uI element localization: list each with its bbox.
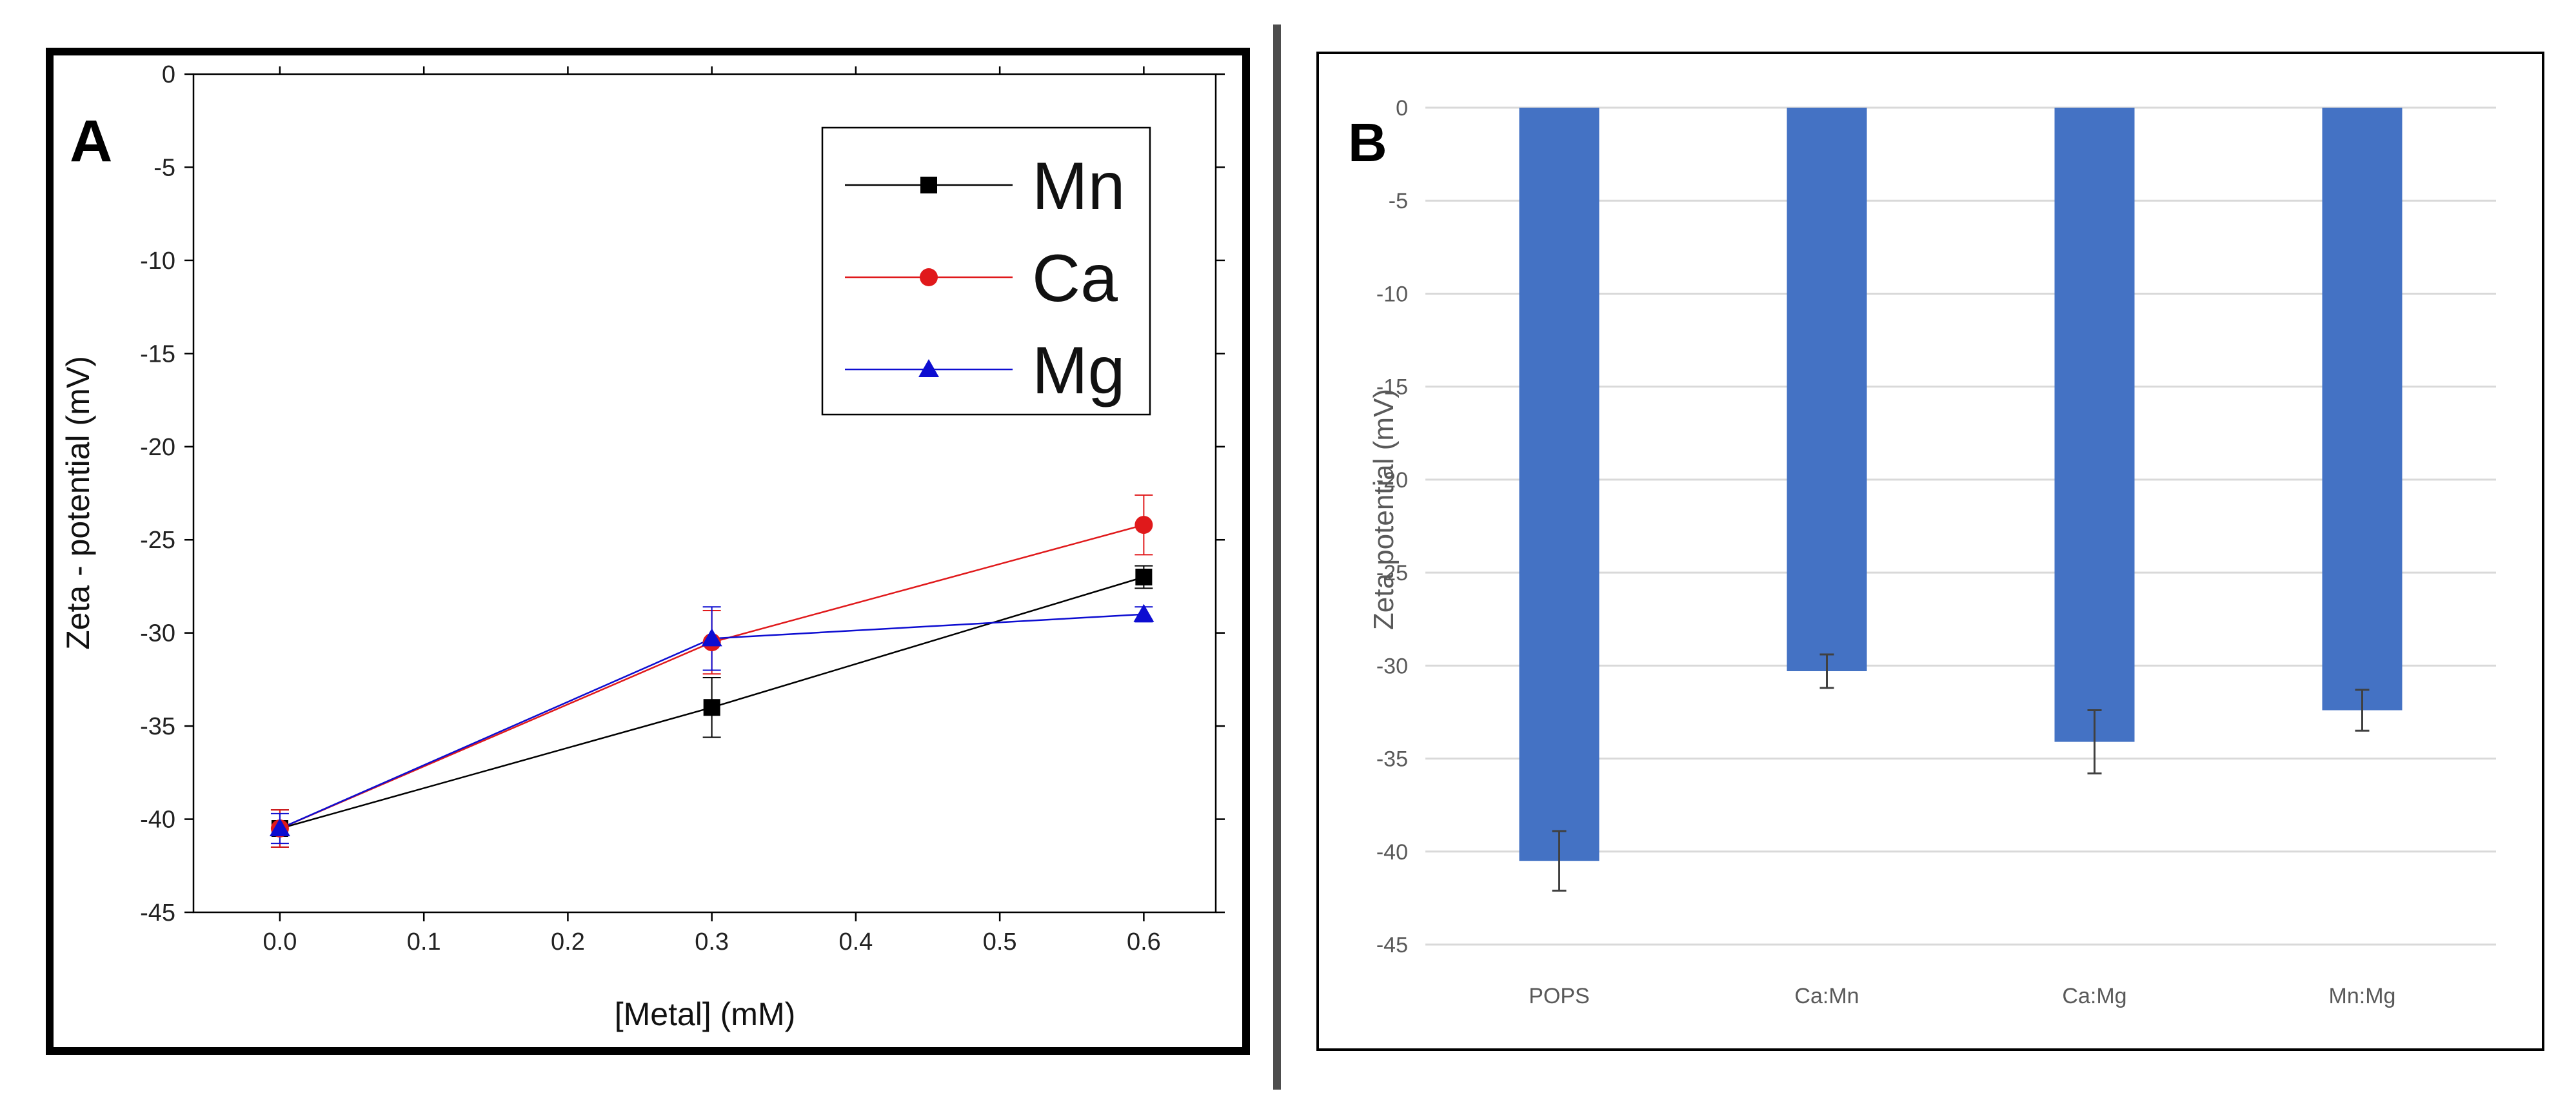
y-tick-label: -35 — [1376, 747, 1408, 772]
data-point-mg — [269, 818, 290, 836]
chart-b-gridlines: 0 -5 -10 -15 -20 -25 -30 -35 -40 -45 — [1376, 96, 2496, 957]
chart-a: A 0.0 0.1 0.2 0.3 0.4 0.5 0.6 0 -5 -10 -15 -20 -25 -3… — [46, 48, 1250, 1055]
y-tick-label: -5 — [154, 154, 175, 181]
x-tick-label: 0.4 — [838, 928, 873, 956]
y-tick-label: -15 — [1376, 375, 1408, 400]
chart-a-legend: Mn Ca Mg — [821, 126, 1151, 416]
y-tick-label: -30 — [140, 620, 175, 647]
legend-label-mn: Mn — [1032, 149, 1125, 224]
x-category-label: Mn:Mg — [2329, 984, 2396, 1008]
legend-label-ca: Ca — [1032, 241, 1118, 316]
y-tick-label: -5 — [1389, 189, 1408, 213]
y-tick-label: 0 — [162, 61, 175, 88]
chart-b-bars: POPS Ca:Mn Ca:Mg Mn:Mg — [1519, 108, 2403, 1008]
bar-ca-mn — [1787, 108, 1867, 671]
chart-a-x-axis-label: [Metal] (mM) — [615, 996, 796, 1032]
x-tick-label: 0.0 — [263, 928, 297, 956]
y-tick-label: -10 — [1376, 282, 1408, 306]
x-tick-label: 0.6 — [1127, 928, 1161, 956]
x-tick-label: 0.3 — [695, 928, 729, 956]
y-tick-label: -40 — [140, 807, 175, 834]
bar-ca-mg — [2054, 108, 2135, 742]
x-category-label: POPS — [1529, 984, 1589, 1008]
bar-mn-mg — [2322, 108, 2403, 711]
legend-marker-mn — [920, 177, 937, 193]
chart-a-ticks: 0.0 0.1 0.2 0.3 0.4 0.5 0.6 0 -5 -10 -15 -20 -25 -30 -… — [140, 61, 1225, 956]
data-point-ca — [1134, 516, 1153, 534]
legend-marker-mg — [918, 359, 939, 377]
y-tick-label: -20 — [140, 434, 175, 461]
y-tick-label: -25 — [1376, 561, 1408, 585]
x-tick-label: 0.2 — [551, 928, 585, 956]
panel-divider — [1273, 25, 1281, 1090]
bar-pops — [1519, 108, 1600, 861]
x-category-label: Ca:Mg — [2062, 984, 2126, 1008]
data-point-mn — [703, 699, 720, 716]
chart-b-panel-label: B — [1348, 112, 1387, 173]
data-point-mg — [1133, 603, 1154, 622]
y-tick-label: -25 — [140, 527, 175, 554]
y-tick-label: -30 — [1376, 654, 1408, 678]
y-tick-label: 0 — [1396, 96, 1408, 121]
chart-b: B 0 -5 -10 -15 -20 -25 -30 -35 -40 -45 POPS Ca:Mn C… — [1316, 52, 2544, 1051]
x-tick-label: 0.5 — [983, 928, 1017, 956]
x-tick-label: 0.1 — [407, 928, 441, 956]
chart-a-y-axis-label: Zeta - potential (mV) — [60, 356, 96, 650]
data-point-mg — [701, 628, 722, 647]
y-tick-label: -45 — [1376, 933, 1408, 957]
chart-b-y-axis-label: Zeta potential (mV) — [1368, 389, 1400, 630]
y-tick-label: -45 — [140, 899, 175, 927]
x-category-label: Ca:Mn — [1794, 984, 1859, 1008]
legend-marker-ca — [920, 268, 938, 286]
chart-a-legend-box — [821, 126, 1151, 416]
y-tick-label: -10 — [140, 248, 175, 275]
y-tick-label: -20 — [1376, 468, 1408, 493]
y-tick-label: -35 — [140, 713, 175, 740]
y-tick-label: -40 — [1376, 840, 1408, 865]
chart-a-series — [269, 494, 1154, 848]
data-point-mn — [1135, 569, 1153, 585]
chart-a-plot-area — [192, 73, 1217, 914]
chart-a-panel-label: A — [70, 108, 112, 174]
legend-label-mg: Mg — [1032, 333, 1125, 408]
y-tick-label: -15 — [140, 340, 175, 368]
